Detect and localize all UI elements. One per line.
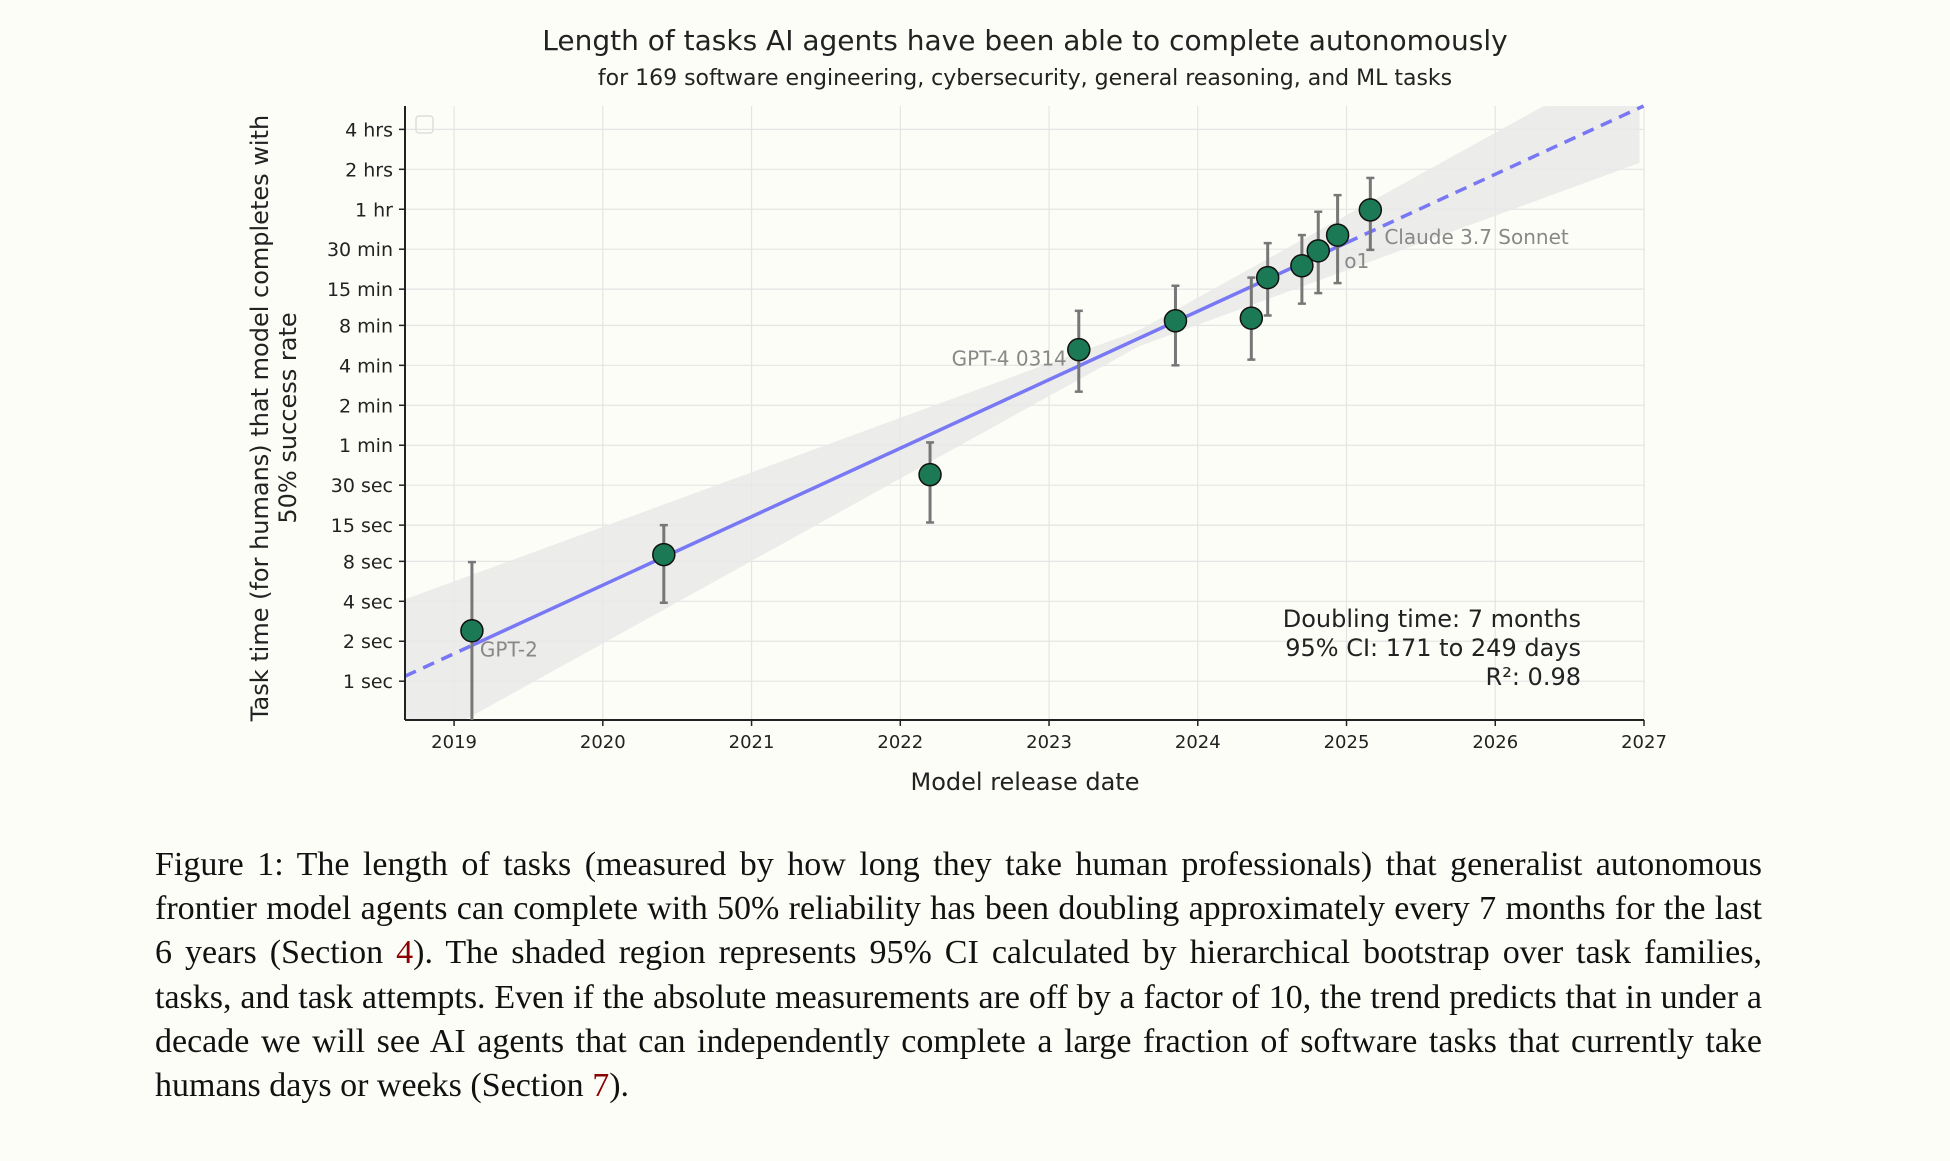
y-tick-label: 1 min [339,435,393,457]
x-tick-label: 2024 [1175,732,1221,753]
y-tick-label: 8 sec [343,551,393,573]
x-tick-label: 2025 [1324,732,1370,753]
chart-title: Length of tasks AI agents have been able… [542,24,1507,57]
trend-line-extrapolated-future [1345,104,1645,245]
x-tick-label: 2020 [580,732,626,753]
x-tick-label: 2027 [1621,732,1667,753]
data-point [1290,254,1314,278]
point-label: o1 [1344,249,1369,273]
section-link-4[interactable]: 4 [396,934,414,972]
y-tick-label: 1 hr [355,199,393,221]
x-tick-label: 2021 [729,732,775,753]
section-link-7[interactable]: 7 [592,1067,610,1105]
x-tick-label: 2023 [1026,732,1072,753]
annotation-r2: R²: 0.98 [1486,663,1581,691]
y-tick-label: 4 hrs [345,119,393,141]
chart-subtitle: for 169 software engineering, cybersecur… [598,66,1452,91]
y-tick-label: 15 sec [331,515,393,537]
annotation-ci: 95% CI: 171 to 249 days [1285,634,1581,662]
x-axis-label: Model release date [911,768,1140,796]
y-tick-label: 2 min [339,395,393,417]
data-point [1325,223,1350,247]
y-tick-label: 2 hrs [345,159,393,181]
caption-text-3: ). [609,1067,630,1105]
data-point [1306,239,1331,263]
x-tick-label: 2022 [877,732,923,753]
data-point [1358,198,1383,222]
y-tick-label: 30 min [327,239,393,261]
data-point [1067,337,1091,362]
legend-box [415,115,434,134]
x-tick-label: 2019 [431,732,477,753]
data-point [1239,306,1264,330]
y-tick-label: 30 sec [331,475,393,497]
y-tick-label: 1 sec [343,671,393,693]
caption-text-1: Figure 1: The length of tasks (measured … [155,846,1762,972]
data-point [652,542,676,567]
y-axis-label: Task time (for humans) that model comple… [246,115,274,722]
y-tick-label: 4 min [339,355,393,377]
chart: Length of tasks AI agents have been able… [246,24,1667,796]
trend-line-extrapolated-past [404,643,473,678]
y-tick-label: 15 min [327,279,393,301]
point-label: GPT-4 0314 [952,347,1067,371]
point-label: Claude 3.7 Sonnet [1384,225,1569,249]
data-point [460,618,484,643]
figure-caption: Figure 1: The length of tasks (measured … [155,843,1762,1108]
y-tick-label: 4 sec [343,591,393,613]
point-label: GPT-2 [480,638,538,662]
annotation-doubling: Doubling time: 7 months [1283,605,1581,633]
data-point [1163,309,1188,333]
trend-line-fit [471,241,1348,648]
x-tick-label: 2026 [1472,732,1518,753]
y-tick-label: 8 min [339,315,393,337]
confidence-band [405,106,1640,720]
caption-text-2: ). The shaded region represents 95% CI c… [155,934,1762,1105]
y-axis-label-line2: 50% success rate [274,312,302,523]
y-tick-label: 2 sec [343,631,393,653]
data-point [918,462,942,487]
data-point [1255,265,1280,290]
